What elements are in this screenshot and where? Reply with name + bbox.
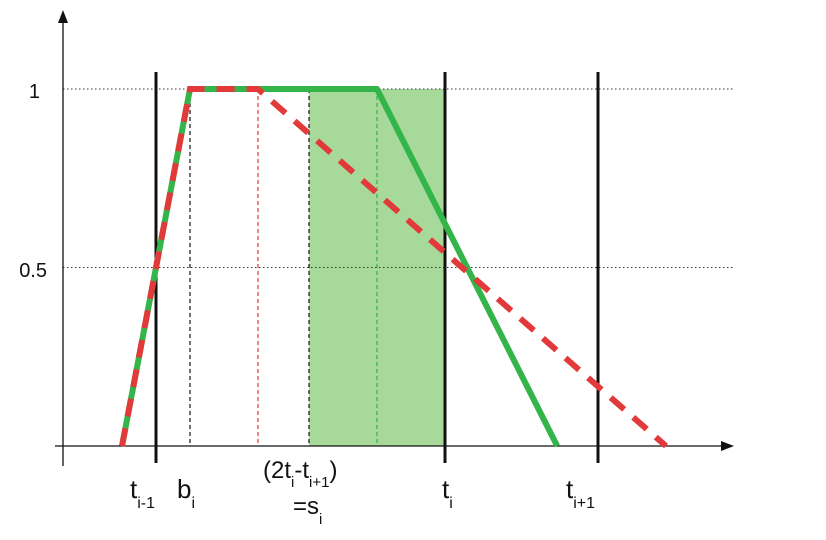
- y-tick-label-1: 1: [29, 81, 40, 103]
- label-t-i: ti: [442, 474, 453, 512]
- y-axis-arrowhead: [58, 10, 68, 23]
- x-axis-arrowhead: [721, 441, 734, 451]
- label-s-i-expression: (2ti-ti+1): [263, 457, 337, 491]
- label-b-i: bi: [177, 474, 195, 512]
- label-t-i-minus-1: ti-1: [130, 474, 155, 512]
- vertical-reference-lines: [154, 72, 600, 463]
- y-tick-label-0.5: 0.5: [19, 260, 47, 282]
- label-t-i-plus-1: ti+1: [566, 474, 595, 512]
- red-dashed-curve: [119, 86, 668, 449]
- label-s-i: =si: [293, 493, 322, 528]
